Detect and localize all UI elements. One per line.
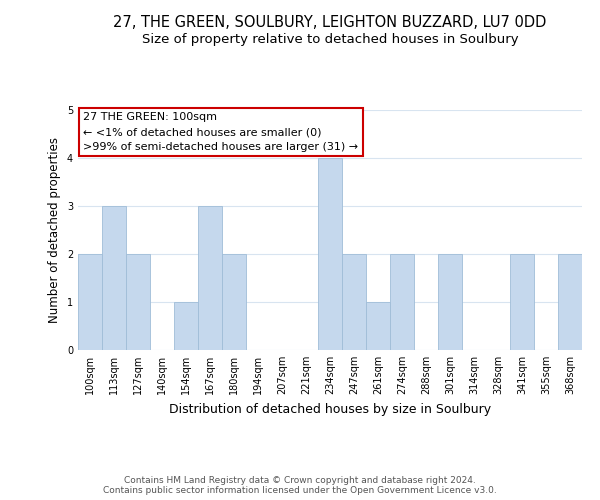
Bar [102, 206, 126, 350]
Bar [222, 254, 246, 350]
Bar [390, 254, 414, 350]
Bar [510, 254, 534, 350]
Bar [78, 254, 102, 350]
Y-axis label: Number of detached properties: Number of detached properties [49, 137, 61, 323]
Text: 27, THE GREEN, SOULBURY, LEIGHTON BUZZARD, LU7 0DD: 27, THE GREEN, SOULBURY, LEIGHTON BUZZAR… [113, 15, 547, 30]
Bar [198, 206, 222, 350]
Bar [342, 254, 366, 350]
Bar [366, 302, 390, 350]
Bar [438, 254, 462, 350]
Text: Contains HM Land Registry data © Crown copyright and database right 2024.
Contai: Contains HM Land Registry data © Crown c… [103, 476, 497, 495]
Bar [318, 158, 342, 350]
Bar [126, 254, 150, 350]
Bar [174, 302, 198, 350]
Text: 27 THE GREEN: 100sqm
← <1% of detached houses are smaller (0)
>99% of semi-detac: 27 THE GREEN: 100sqm ← <1% of detached h… [83, 112, 358, 152]
X-axis label: Distribution of detached houses by size in Soulbury: Distribution of detached houses by size … [169, 402, 491, 415]
Bar [558, 254, 582, 350]
Text: Size of property relative to detached houses in Soulbury: Size of property relative to detached ho… [142, 32, 518, 46]
